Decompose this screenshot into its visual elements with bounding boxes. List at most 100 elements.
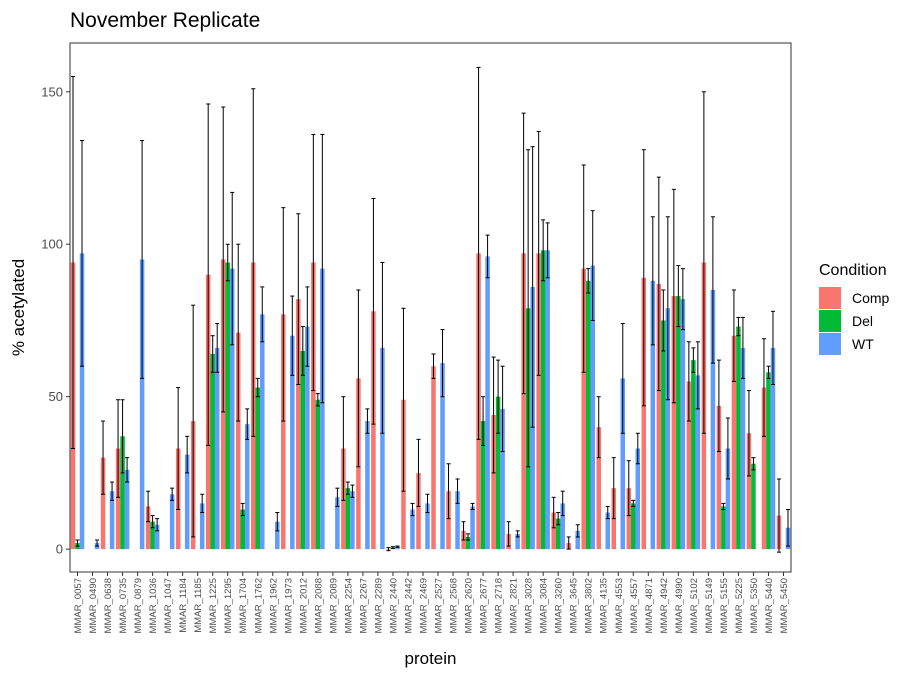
bar-del-MMAR_3084 [540,250,546,550]
bar-del-MMAR_1704 [240,509,245,550]
bar-comp-MMAR_0735 [115,448,121,550]
x-tick-label: MMAR_2620 [464,578,475,633]
bar-wt-MMAR_0638 [109,491,115,550]
bar-comp-MMAR_3028 [521,253,526,550]
bar-wt-MMAR_4942 [665,308,671,550]
bar-del-MMAR_2718 [495,396,501,550]
bar-wt-MMAR_1185 [199,503,205,550]
bar-comp-MMAR_5440 [761,387,767,550]
bar-wt-MMAR_5155 [725,448,731,550]
bar-comp-MMAR_5350 [746,433,752,550]
bar-del-MMAR_1036 [150,521,155,550]
x-tick-label: MMAR_1704 [238,578,249,633]
x-axis-title: protein [405,649,457,668]
bar-del-MMAR_5102 [691,360,696,550]
bar-wt-MMAR_4871 [650,280,656,550]
x-tick-label: MMAR_1762 [253,578,264,633]
bar-wt-MMAR_5149 [710,289,716,550]
bar-wt-MMAR_2821 [515,533,520,550]
bar-wt-MMAR_5102 [695,375,701,550]
x-tick-label: MMAR_2442 [403,578,414,633]
bar-comp-MMAR_5225 [731,335,737,550]
bar-comp-MMAR_1704 [235,332,241,550]
bar-del-MMAR_1762 [255,387,261,550]
bar-del-MMAR_2620 [465,536,471,550]
bar-wt-MMAR_1036 [154,524,160,550]
bar-del-MMAR_2254 [345,488,351,550]
legend-label-wt: WT [852,336,874,352]
bar-wt-MMAR_1184 [184,454,190,550]
bar-del-MMAR_5155 [721,506,726,550]
bar-comp-MMAR_2469 [416,472,421,550]
bar-del-MMAR_2088 [315,399,321,550]
x-tick-label: MMAR_2568 [449,578,460,633]
x-tick-label: MMAR_2821 [509,578,520,633]
bar-comp-MMAR_2289 [371,311,376,550]
bar-wt-MMAR_3802 [590,265,595,550]
bar-wt-MMAR_0879 [139,259,145,550]
bar-wt-MMAR_1962 [275,521,280,550]
x-tick-label: MMAR_1225 [208,578,219,633]
bar-wt-MMAR_2527 [440,363,445,550]
bar-wt-MMAR_5225 [740,347,746,550]
bar-del-MMAR_1225 [210,354,215,550]
x-tick-label: MMAR_2677 [479,578,490,633]
legend: Condition Comp Del WT [819,262,890,355]
bar-wt-MMAR_2254 [350,491,355,550]
x-tick-label: MMAR_5350 [749,578,760,633]
error-bars-layer [70,66,791,553]
x-tick-label: MMAR_5225 [734,578,745,633]
bar-comp-MMAR_0638 [100,457,106,550]
bar-del-MMAR_1295 [225,262,230,550]
bar-wt-MMAR_2088 [320,268,325,550]
x-tick-label: MMAR_5149 [704,578,715,633]
bar-wt-MMAR_2440 [395,546,400,550]
bar-wt-MMAR_1047 [169,494,175,550]
bar-wt-MMAR_4557 [635,448,641,550]
bar-wt-MMAR_1295 [229,268,235,550]
bar-del-MMAR_4990 [676,296,681,550]
bars-layer [70,250,791,550]
x-tick-label: MMAR_2089 [328,578,339,633]
bar-comp-MMAR_4135 [596,427,601,550]
bar-wt-MMAR_4553 [620,378,626,550]
x-tick-label: MMAR_0638 [103,578,114,633]
bar-comp-MMAR_3260 [551,512,556,550]
bar-del-MMAR_3802 [585,280,591,550]
x-tick-label: MMAR_1184 [178,578,189,633]
bar-wt-MMAR_2289 [380,347,385,550]
bar-wt-MMAR_3645 [575,530,580,550]
x-tick-label: MMAR_3645 [569,578,580,633]
legend-key-wt [819,333,841,355]
bar-wt-MMAR_4990 [680,299,686,550]
bar-wt-MMAR_4135 [605,512,610,550]
x-tick-label: MMAR_4942 [659,578,670,633]
x-tick-label: MMAR_3084 [539,578,550,633]
x-tick-label: MMAR_1047 [163,578,174,633]
legend-label-del: Del [852,313,873,329]
bar-comp-MMAR_1036 [145,506,151,550]
x-tick-label: MMAR_5102 [689,578,700,633]
x-tick-label: MMAR_3028 [524,578,535,633]
bar-comp-MMAR_3802 [581,268,586,550]
bar-wt-MMAR_5440 [770,347,776,550]
bar-comp-MMAR_5155 [716,405,722,550]
x-tick-label: MMAR_1036 [148,578,159,633]
plot-panel-border [69,42,792,573]
bar-comp-MMAR_4990 [671,296,677,550]
bar-wt-MMAR_2442 [410,509,415,550]
x-tick-label: MMAR_5155 [719,578,730,633]
bar-comp-MMAR_2527 [431,366,436,550]
x-tick-label: MMAR_5440 [764,578,775,633]
x-tick-label: MMAR_2088 [313,578,324,633]
bar-wt-MMAR_2718 [500,408,505,550]
x-tick-label: MMAR_2440 [388,578,399,633]
legend-label-comp: Comp [852,290,890,306]
y-axis-title: % acetylated [9,259,28,356]
bar-del-MMAR_2012 [300,350,306,550]
x-tick-label: MMAR_0879 [133,578,144,633]
x-tick-label: MMAR_1973 [283,578,294,633]
bar-wt-MMAR_2012 [305,326,310,550]
x-tick-label: MMAR_2267 [358,578,369,633]
x-tick-label: MMAR_4553 [614,578,625,633]
